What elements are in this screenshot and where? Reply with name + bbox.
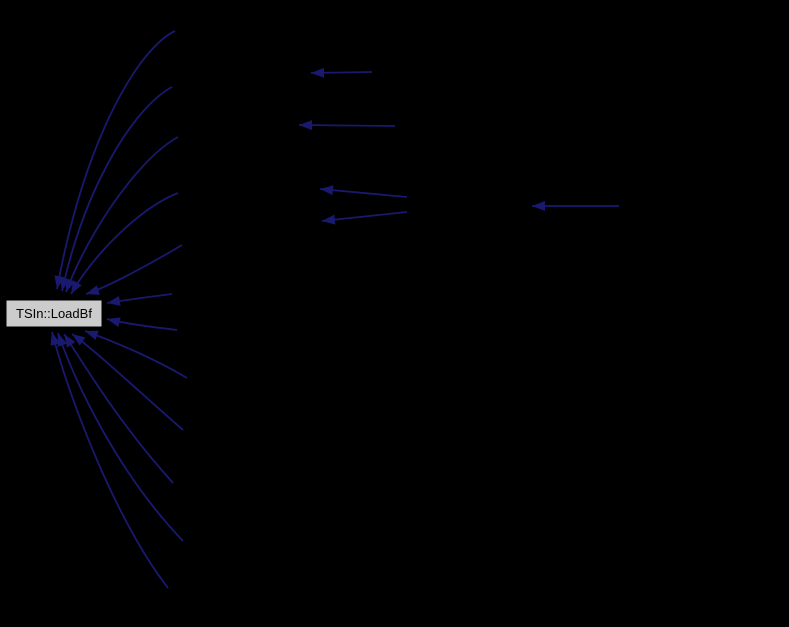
caller-edge-12 (50, 331, 169, 589)
caller-edge-10 (63, 333, 174, 484)
caller-edge-2 (59, 86, 173, 292)
caller-edge-14 (298, 120, 396, 131)
caller-edge-13 (310, 67, 373, 78)
caller-edge-11 (57, 332, 184, 542)
caller-edge-8 (84, 330, 188, 379)
caller-edge-15 (319, 185, 408, 198)
function-node-box (5, 299, 103, 328)
function-node: TSIn::LoadBf (5, 299, 103, 328)
caller-edge-4 (70, 192, 179, 295)
function-node-label: TSIn::LoadBf (16, 306, 92, 321)
caller-edge-1 (54, 30, 176, 290)
caller-edge-3 (65, 136, 179, 293)
caller-edge-9 (71, 333, 184, 431)
caller-edge-16 (321, 211, 408, 225)
edges-layer (50, 30, 619, 589)
caller-edge-7 (106, 317, 178, 331)
caller-edge-6 (106, 293, 173, 306)
caller-edge-5 (85, 244, 183, 295)
